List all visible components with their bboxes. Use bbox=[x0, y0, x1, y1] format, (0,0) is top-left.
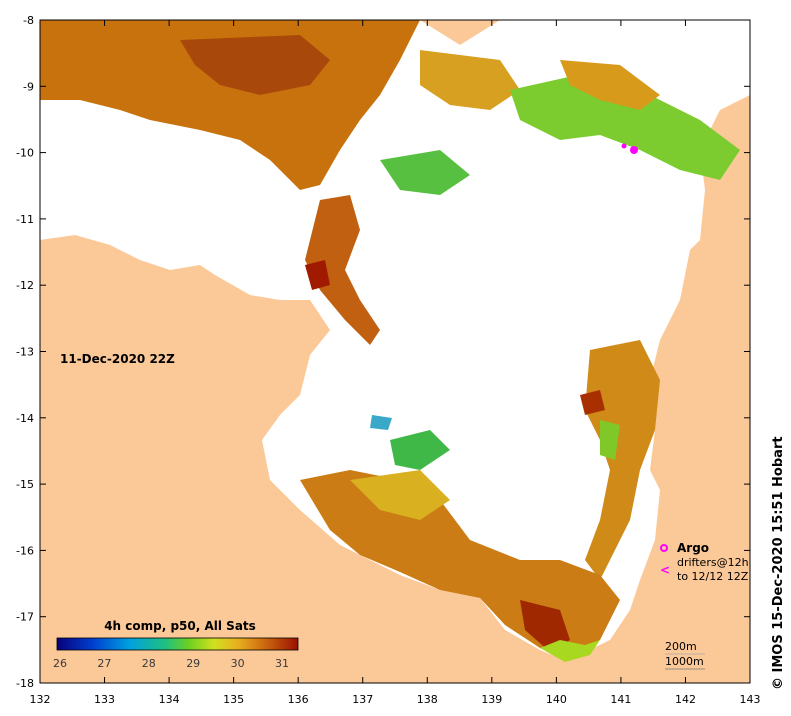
sst-patch-west-hot bbox=[305, 260, 330, 290]
sst-patch-mid-green bbox=[380, 150, 470, 195]
x-tick-label: 138 bbox=[417, 693, 438, 706]
colorbar-labels: 26 27 28 29 30 31 bbox=[53, 657, 289, 670]
x-tick-label: 143 bbox=[740, 693, 761, 706]
sst-patch-ne-green bbox=[510, 70, 740, 180]
x-tick-label: 135 bbox=[223, 693, 244, 706]
x-tick-label: 141 bbox=[610, 693, 631, 706]
colorbar-title: 4h comp, p50, All Sats bbox=[104, 619, 256, 633]
y-tick-label: -14 bbox=[16, 412, 34, 425]
argo-float-marker bbox=[630, 146, 638, 154]
colorbar-tick-label: 31 bbox=[275, 657, 289, 670]
x-tick-label: 142 bbox=[675, 693, 696, 706]
sst-patch-south-rim bbox=[540, 640, 600, 662]
x-tick-label: 134 bbox=[159, 693, 180, 706]
x-axis: 132 133 134 135 136 137 138 139 140 141 142 143 bbox=[30, 20, 761, 706]
y-tick-label: -18 bbox=[16, 677, 34, 690]
x-tick-label: 137 bbox=[352, 693, 373, 706]
colorbar-tick-label: 29 bbox=[186, 657, 200, 670]
sst-patch-north-hot bbox=[180, 35, 330, 95]
credit-label: © IMOS 15-Dec-2020 15:51 Hobart bbox=[771, 436, 786, 690]
map-date-label: 11-Dec-2020 22Z bbox=[60, 352, 175, 366]
sst-patch-east-green bbox=[600, 420, 620, 460]
depth-contour-1000m: 1000m bbox=[665, 655, 704, 668]
sst-patch-west-warm bbox=[305, 195, 380, 345]
y-axis: -8 -9 -10 -11 -12 -13 -14 -15 -16 -17 -18 bbox=[16, 14, 750, 690]
y-tick-label: -12 bbox=[16, 279, 34, 292]
y-tick-label: -10 bbox=[16, 147, 34, 160]
x-tick-label: 140 bbox=[546, 693, 567, 706]
y-tick-label: -17 bbox=[16, 611, 34, 624]
argo-legend-icon bbox=[660, 544, 668, 552]
sst-patch-south-cool bbox=[370, 415, 392, 430]
sst-patch-east-hot bbox=[580, 390, 605, 415]
y-tick-label: -13 bbox=[16, 346, 34, 359]
sst-patch-ne-warm bbox=[560, 60, 660, 110]
drifters-legend-line2: to 12/12 12Z bbox=[677, 570, 749, 583]
y-tick-label: -11 bbox=[16, 213, 34, 226]
y-tick-label: -16 bbox=[16, 544, 34, 557]
y-tick-label: -15 bbox=[16, 478, 34, 491]
x-tick-label: 136 bbox=[288, 693, 309, 706]
colorbar bbox=[56, 637, 299, 651]
x-tick-label: 139 bbox=[481, 693, 502, 706]
x-tick-label: 133 bbox=[94, 693, 115, 706]
drifters-legend-line1: drifters@12h bbox=[677, 556, 749, 569]
sst-patch-south-hot bbox=[520, 600, 570, 652]
colorbar-tick-label: 28 bbox=[142, 657, 156, 670]
argo-float-marker bbox=[621, 143, 627, 149]
colorbar-tick-label: 26 bbox=[53, 657, 67, 670]
colorbar-tick-label: 27 bbox=[97, 657, 111, 670]
y-tick-label: -9 bbox=[23, 80, 34, 93]
drifter-legend-icon: < bbox=[660, 563, 670, 577]
sst-patch-east-band bbox=[585, 340, 660, 580]
depth-contour-200m: 200m bbox=[665, 640, 697, 653]
sst-patch-south-mid bbox=[350, 470, 450, 520]
sst-patch-north-east bbox=[420, 50, 520, 110]
x-tick-label: 132 bbox=[30, 693, 51, 706]
colorbar-tick-label: 30 bbox=[231, 657, 245, 670]
y-tick-label: -8 bbox=[23, 14, 34, 27]
sst-patch-south-green bbox=[390, 430, 450, 470]
argo-legend-label: Argo bbox=[677, 541, 709, 555]
sea-region bbox=[40, 20, 750, 658]
